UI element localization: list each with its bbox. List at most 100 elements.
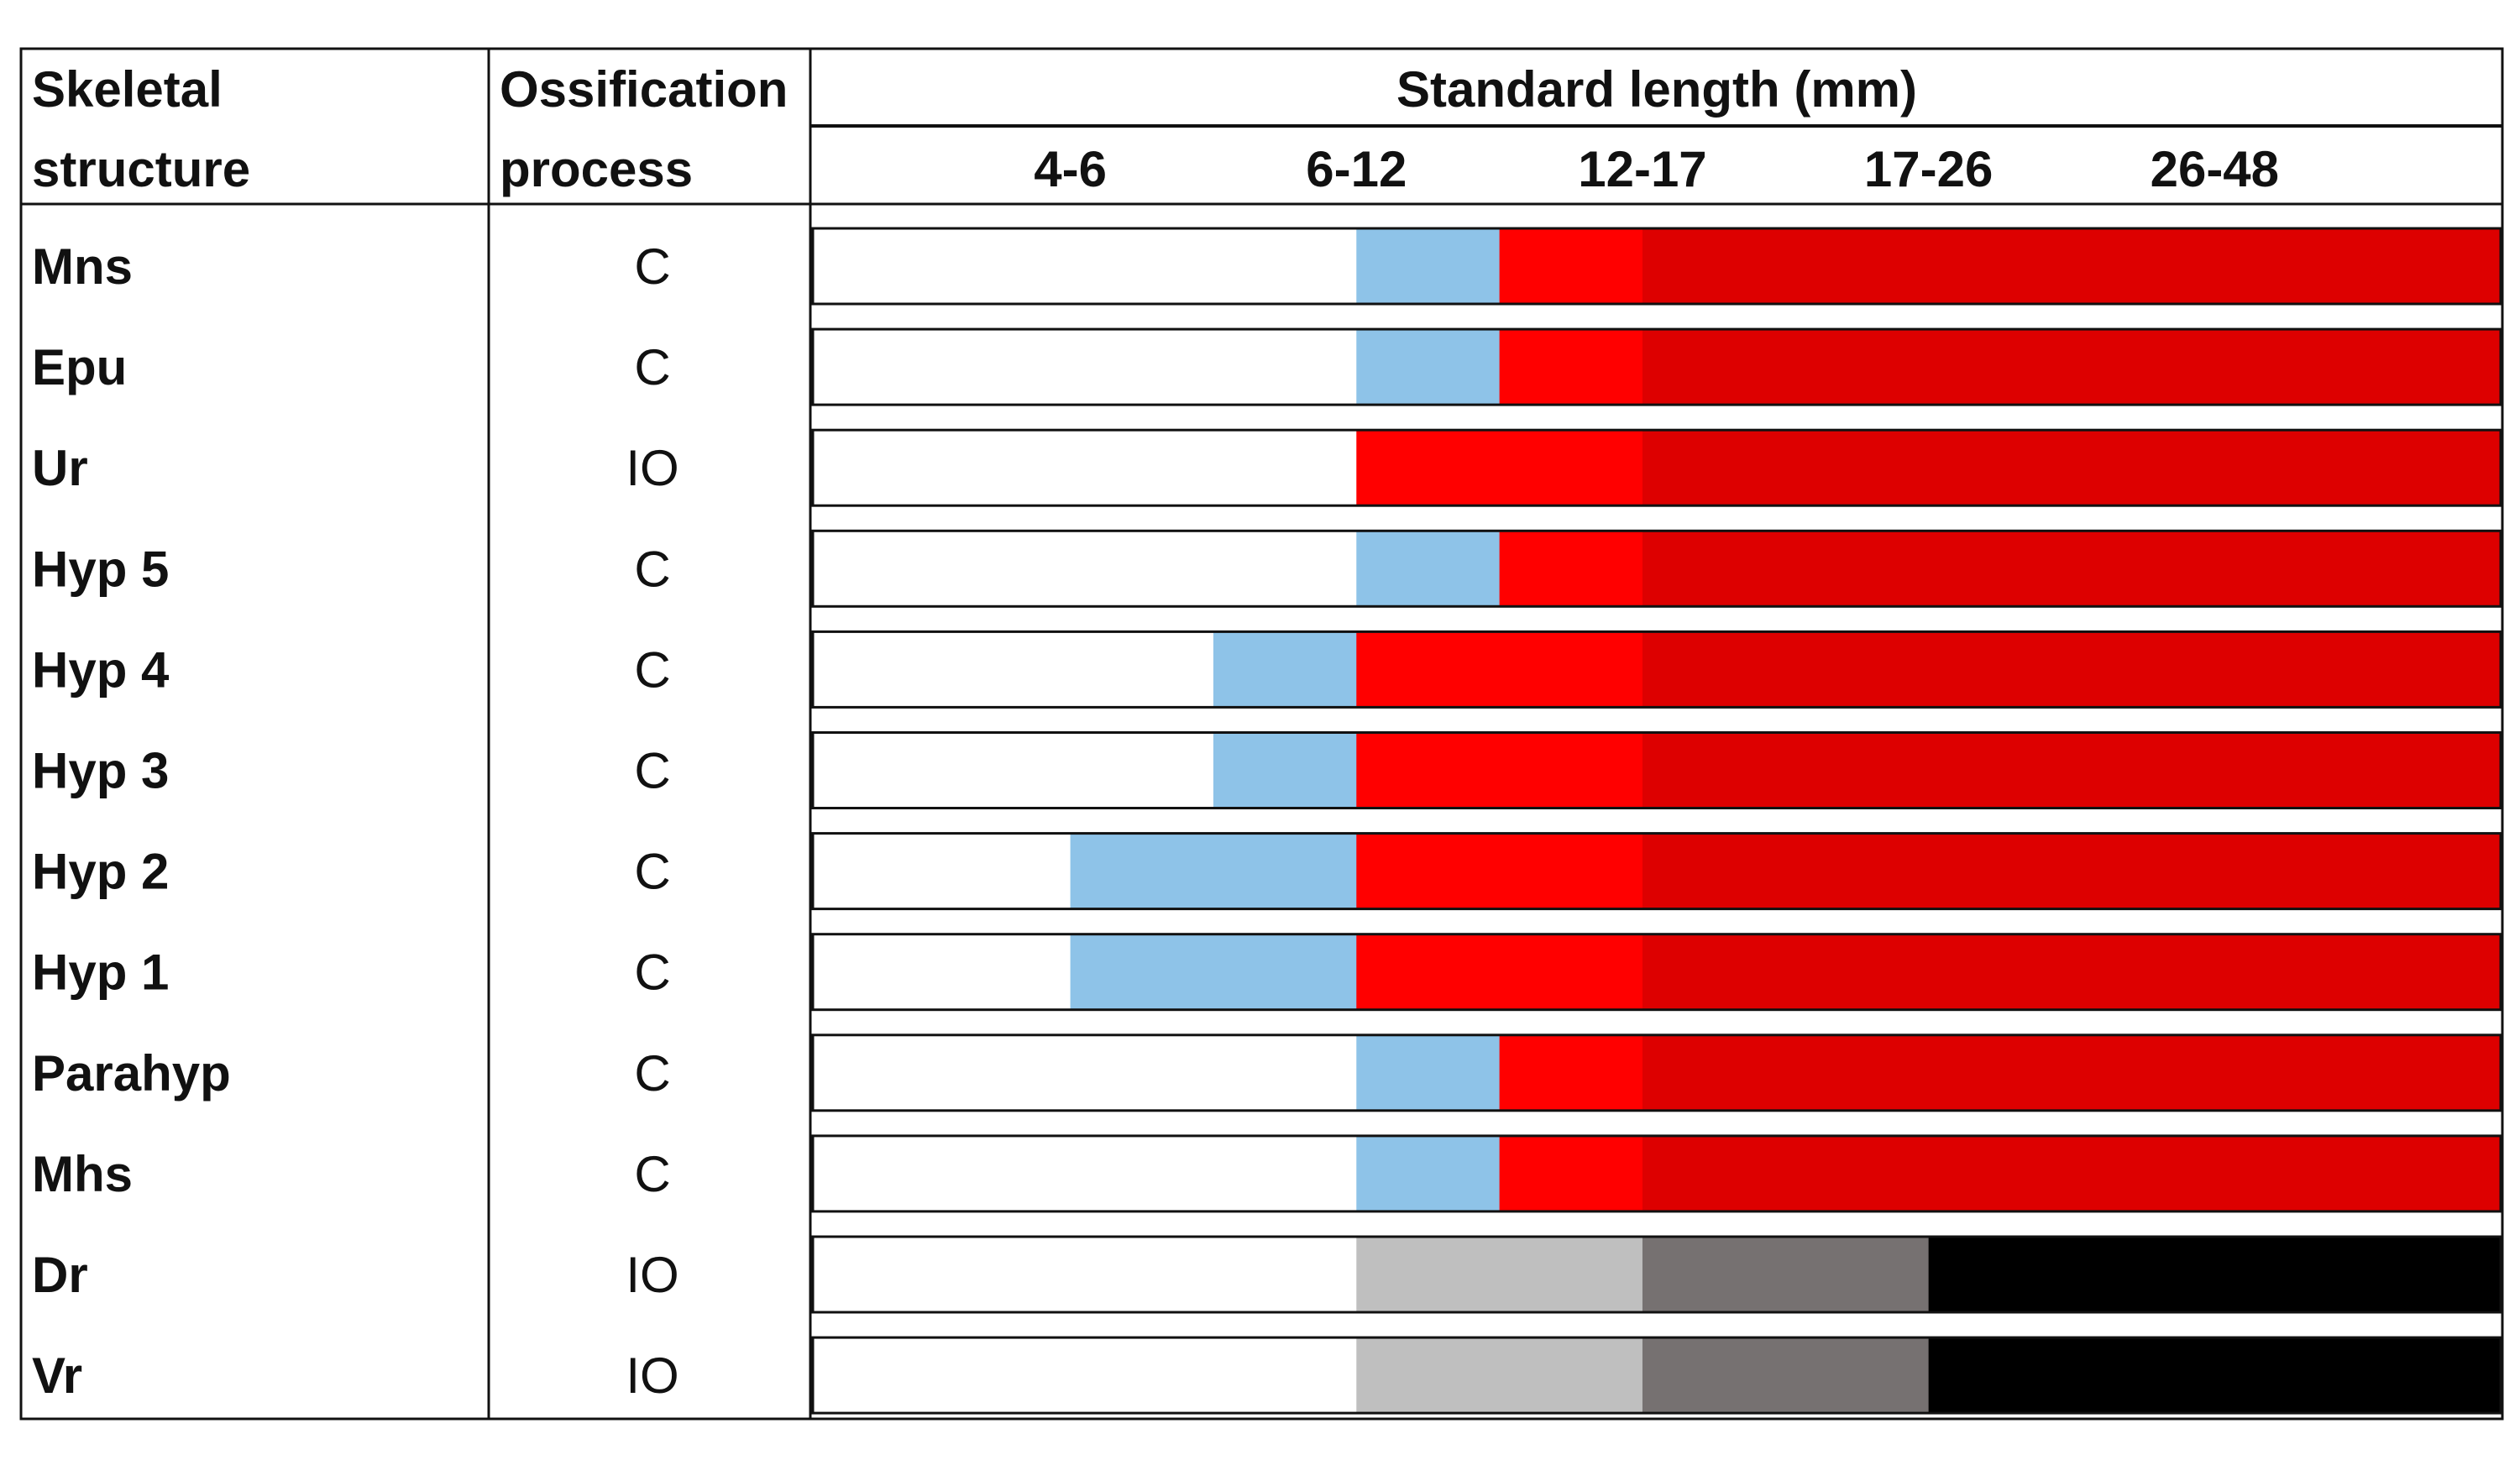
bar-segment-none <box>813 1135 1357 1211</box>
process-label: C <box>634 641 670 698</box>
structure-label: Vr <box>32 1347 82 1404</box>
bar-outline <box>811 327 2502 406</box>
process-label: IO <box>626 440 678 496</box>
length-bin-label: 12-17 <box>1578 141 1706 197</box>
structure-label: Mhs <box>32 1146 133 1202</box>
bar-segment-ray-late <box>1928 1237 2502 1312</box>
bar-segment-none <box>813 329 1357 406</box>
bar-outline <box>811 630 2502 709</box>
header-structure: structure <box>32 141 250 197</box>
structure-label: Hyp 4 <box>32 641 170 698</box>
process-label: IO <box>626 1347 678 1404</box>
bar-segment-ray-mid <box>1642 1237 1930 1312</box>
bar-segment-cartilage <box>1213 631 1357 708</box>
bar-segment-ossifying <box>1499 228 1643 304</box>
bar-segment-ossified <box>1642 430 2502 506</box>
process-label: C <box>634 743 670 799</box>
bar-segment-cartilage <box>1070 833 1357 909</box>
structure-label: Parahyp <box>32 1045 231 1102</box>
bar-segment-cartilage <box>1070 934 1357 1010</box>
bar-outline <box>811 529 2502 608</box>
bar-segment-ray-early <box>1356 1337 1643 1414</box>
bar-segment-cartilage <box>1213 732 1357 808</box>
length-bin-label: 4-6 <box>1034 141 1107 197</box>
chart-row: Ur IO <box>32 428 2502 507</box>
structure-label: Dr <box>32 1247 88 1303</box>
bar-outline <box>811 1134 2502 1213</box>
structure-label: Hyp 2 <box>32 844 169 900</box>
bar-segment-ossified <box>1642 631 2502 708</box>
bar-outline <box>811 933 2502 1012</box>
bar-segment-ossifying <box>1499 531 1643 607</box>
bar-outline <box>811 731 2502 809</box>
bar-segment-cartilage <box>1356 1135 1501 1211</box>
bar-segment-ossifying <box>1499 1135 1643 1211</box>
process-label: C <box>634 945 670 1001</box>
bar-segment-ossified <box>1642 732 2502 808</box>
chart-row: Hyp 5 C <box>32 529 2502 608</box>
bar-segment-ray-early <box>1356 1237 1643 1312</box>
chart-row: Mhs C <box>32 1134 2502 1213</box>
bar-segment-cartilage <box>1356 531 1501 607</box>
process-label: C <box>634 541 670 597</box>
bar-segment-cartilage <box>1356 228 1501 304</box>
header-ossification: Ossification <box>500 61 788 118</box>
bar-segment-ossified <box>1642 531 2502 607</box>
bar-segment-none <box>813 732 1214 808</box>
length-bin-label: 6-12 <box>1306 141 1407 197</box>
bar-segment-none <box>813 934 1071 1010</box>
chart-row: Epu C <box>32 327 2502 406</box>
header-standard-length: Standard length (mm) <box>1396 61 1917 118</box>
structure-label: Hyp 5 <box>32 541 169 597</box>
bar-segment-cartilage <box>1356 1034 1501 1111</box>
bar-segment-ossifying <box>1356 833 1643 909</box>
structure-label: Hyp 3 <box>32 743 169 799</box>
structure-label: Hyp 1 <box>32 945 169 1001</box>
chart-row: Hyp 4 C <box>32 630 2502 709</box>
bar-segment-ossifying <box>1356 732 1643 808</box>
bar-outline <box>811 832 2502 911</box>
bar-segment-none <box>813 531 1357 607</box>
process-label: C <box>634 1146 670 1202</box>
table-frame <box>19 47 2504 1421</box>
bar-segment-none <box>813 1034 1357 1111</box>
chart-row: Hyp 3 C <box>32 731 2502 809</box>
bar-segment-cartilage <box>1356 329 1501 406</box>
chart-row: Hyp 1 C <box>32 933 2502 1012</box>
structure-label: Epu <box>32 339 127 395</box>
chart-row: Parahyp C <box>32 1034 2502 1112</box>
bar-segment-ossified <box>1642 833 2502 909</box>
structure-label: Mns <box>32 238 133 295</box>
header-process: process <box>500 141 693 197</box>
bar-segment-ossified <box>1642 934 2502 1010</box>
bar-segment-none <box>813 833 1071 909</box>
bar-segment-ossified <box>1642 228 2502 304</box>
bar-segment-none <box>813 1237 1357 1312</box>
length-bin-labels: 4-6 6-12 12-17 17-26 26-48 <box>1034 141 2279 197</box>
bar-segment-ossified <box>1642 1135 2502 1211</box>
bar-segment-ossified <box>1642 329 2502 406</box>
structure-label: Ur <box>32 440 88 496</box>
bar-segment-ossifying <box>1499 329 1643 406</box>
process-label: C <box>634 1045 670 1102</box>
header-skeletal: Skeletal <box>32 61 223 118</box>
length-bin-label: 26-48 <box>2151 141 2279 197</box>
bar-outline <box>811 1336 2502 1415</box>
bar-segment-ray-late <box>1928 1337 2502 1414</box>
bar-segment-ray-mid <box>1642 1337 1930 1414</box>
bar-segment-none <box>813 430 1357 506</box>
bar-segment-ossified <box>1642 1034 2502 1111</box>
chart-row: Vr IO <box>32 1336 2502 1415</box>
chart-row: Dr IO <box>32 1235 2502 1314</box>
bar-outline <box>811 1235 2502 1314</box>
length-bin-label: 17-26 <box>1864 141 1993 197</box>
chart-row: Hyp 2 C <box>32 832 2502 911</box>
bar-segment-ossifying <box>1356 631 1643 708</box>
bar-segment-none <box>813 228 1357 304</box>
process-label: IO <box>626 1247 678 1303</box>
bar-segment-ossifying <box>1356 934 1643 1010</box>
bar-outline <box>811 428 2502 507</box>
bar-segment-ossifying <box>1499 1034 1643 1111</box>
